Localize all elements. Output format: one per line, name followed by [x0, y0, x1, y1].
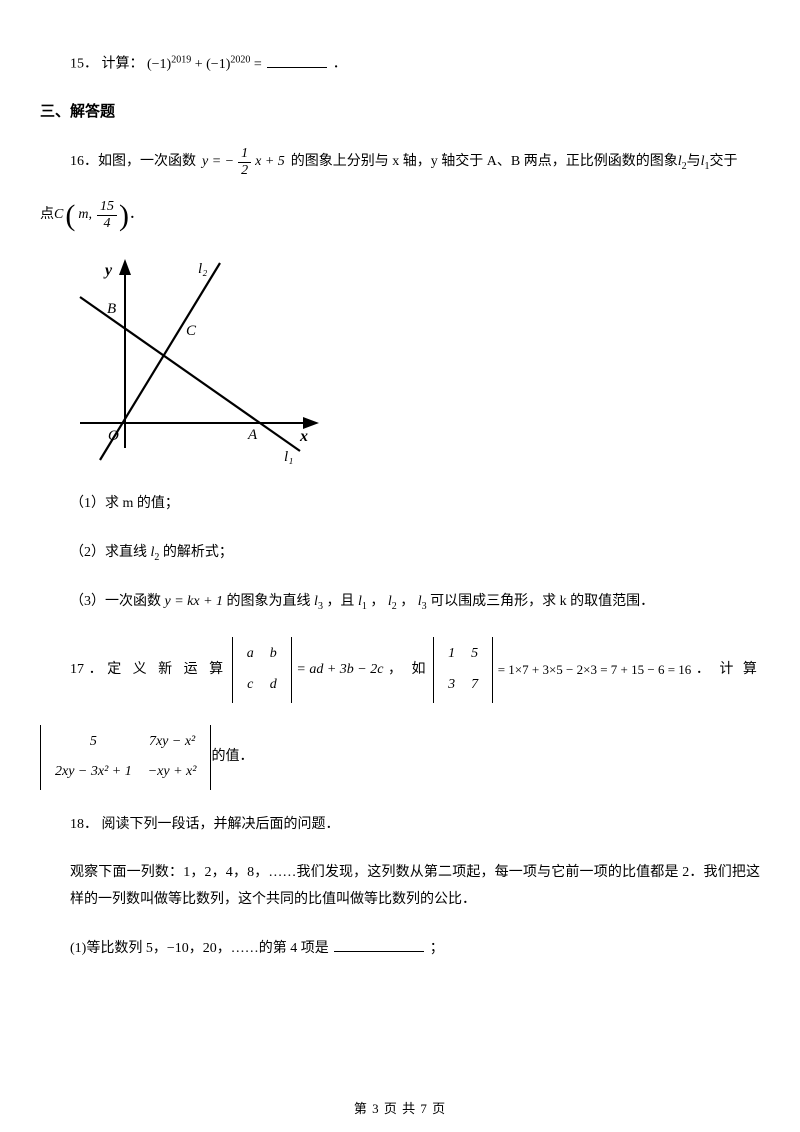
page-footer: 第 3 页 共 7 页	[0, 1098, 800, 1117]
section-3-title: 三、解答题	[40, 100, 760, 121]
graph-A-label: A	[247, 427, 258, 443]
q16-point-line: 点 C ( m, 154 ) ．	[40, 200, 760, 231]
q18-number: 18．	[70, 817, 98, 832]
graph-x-label: x	[299, 428, 308, 445]
q16-sub3: （3）一次函数 y = kx + 1 的图象为直线 l3 ，且 l1 ， l2 …	[40, 589, 760, 616]
graph-C-label: C	[186, 323, 197, 339]
question-17-line2: 57xy − x² 2xy − 3x² + 1−xy + x² 的值．	[40, 725, 760, 790]
q15-blank	[267, 53, 327, 68]
q17-det3: 57xy − x² 2xy − 3x² + 1−xy + x²	[40, 725, 211, 790]
graph-B-label: B	[107, 301, 116, 317]
q18-blank	[334, 937, 424, 952]
q17-det2: 15 37	[433, 637, 493, 702]
q16-equation: y = − 12 x + 5	[202, 147, 285, 178]
question-18: 18． 阅读下列一段话，并解决后面的问题．	[40, 812, 760, 839]
q18-para: 观察下面一列数：1，2，4，8，……我们发现，这列数从第二项起，每一项与它前一项…	[40, 860, 760, 913]
q15-number: 15．	[70, 57, 98, 72]
question-17-line1: 17 ． 定 义 新 运 算 ab cd = ad + 3b − 2c ， 如 …	[40, 637, 760, 702]
graph-y-label: y	[103, 262, 113, 279]
q16-graph: y x O A B C l₁ l₂	[40, 253, 760, 473]
q15-expr: (−1)2019 + (−1)2020 =	[147, 57, 265, 72]
question-15: 15． 计算： (−1)2019 + (−1)2020 = ．	[40, 50, 760, 78]
q15-prefix: 计算：	[102, 57, 144, 72]
q17-det1: ab cd	[232, 637, 292, 702]
graph-l2-label: l₂	[198, 261, 207, 277]
q16-sub1: （1）求 m 的值；	[40, 491, 760, 518]
q16-point-c: C ( m, 154 )	[54, 200, 129, 231]
graph-l1-label: l₁	[284, 449, 293, 465]
q16-sub2: （2）求直线 l2 的解析式；	[40, 540, 760, 567]
q18-sub1: (1)等比数列 5，−10，20，……的第 4 项是 ；	[40, 936, 760, 963]
graph-O-label: O	[108, 428, 119, 444]
q16-number: 16．	[70, 149, 98, 176]
q17-number: 17	[70, 657, 84, 684]
question-16: 16． 如图，一次函数 y = − 12 x + 5 的图象上分别与 x 轴，y…	[40, 147, 760, 178]
